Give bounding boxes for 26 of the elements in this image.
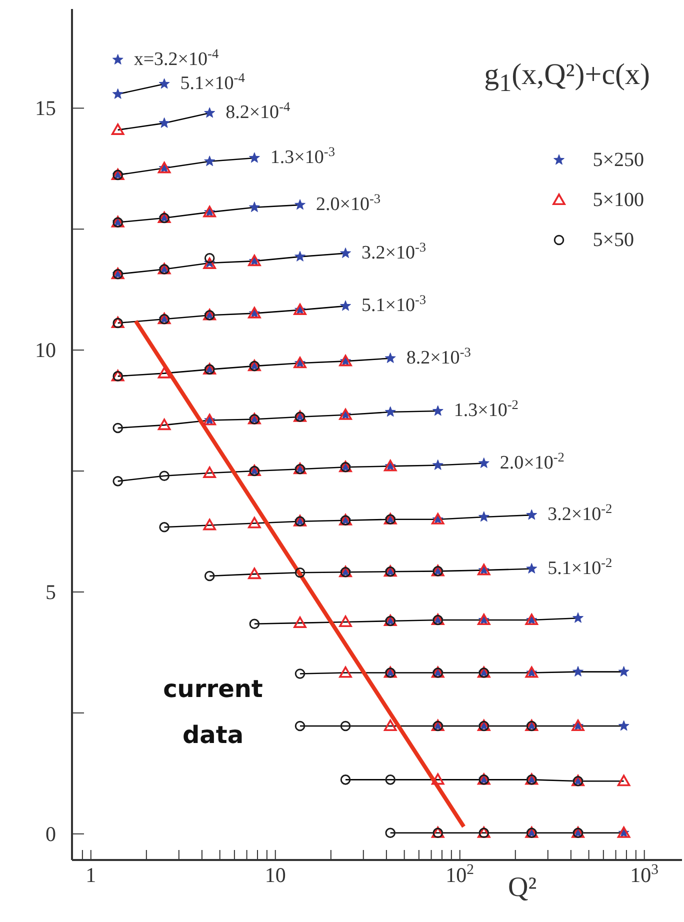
- y-tick-label: 0: [46, 822, 56, 846]
- x-tick-label: 10$^{3}$: [630, 862, 659, 887]
- y-tick-label: 10: [35, 338, 56, 362]
- x-tick-label: 10$^{2}$: [446, 862, 474, 887]
- legend-label: 5×100: [592, 188, 644, 212]
- annotation: 5.1×10$^{-4}$: [180, 69, 246, 94]
- y-tick-label: 15: [35, 96, 56, 120]
- annotation: current data: [162, 674, 264, 751]
- annotation: 5.1×10$^{-3}$: [362, 292, 426, 316]
- annotation: 8.2×10$^{-4}$: [226, 98, 290, 124]
- annotation: x=3.2×10$^{-4}$: [134, 45, 219, 70]
- annotation: 5.1×10$^{-2}$: [548, 554, 612, 579]
- x-tick-label: 1: [86, 863, 96, 887]
- x-axis-title: Q²: [508, 872, 537, 904]
- legend-label: 5×50: [592, 228, 634, 252]
- annotation: 3.2×10$^{-3}$: [362, 238, 426, 264]
- annotation: 2.0×10$^{-2}$: [500, 448, 564, 474]
- annotation: 1.3×10$^{-3}$: [270, 144, 336, 168]
- text: g$_{1}$(x,Q²)+c(x): [484, 58, 650, 98]
- legend-label: 5×250: [592, 148, 644, 172]
- x-tick-label: 10: [264, 863, 286, 887]
- annotation: 3.2×10$^{-2}$: [548, 500, 612, 526]
- annotation: 8.2×10$^{-3}$: [406, 344, 472, 368]
- y-tick-label: 5: [46, 580, 56, 604]
- annotation: 2.0×10$^{-3}$: [316, 190, 381, 215]
- annotation: 1.3×10$^{-2}$: [454, 396, 518, 422]
